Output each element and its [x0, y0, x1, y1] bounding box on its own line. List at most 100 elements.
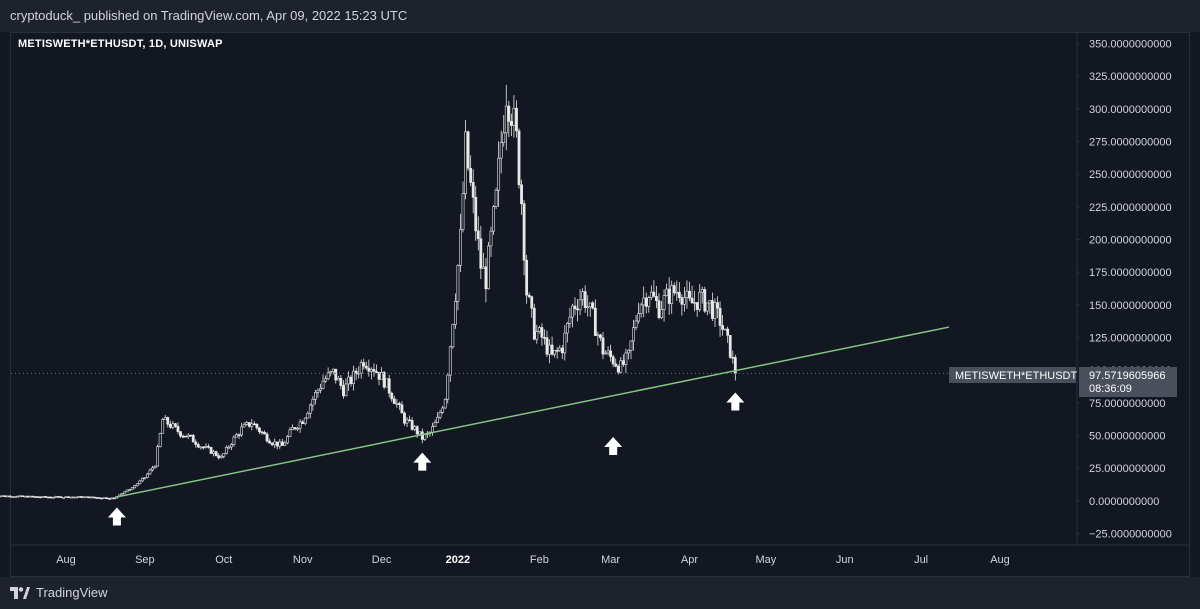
candle-body: [548, 344, 551, 355]
x-tick-label: Feb: [530, 554, 549, 566]
y-tick-label: 25.0000000000: [1089, 463, 1165, 475]
candle-body: [291, 427, 294, 431]
candle-body: [413, 426, 417, 430]
candle-body: [499, 142, 503, 159]
x-tick-label: Jul: [914, 554, 928, 566]
candle-body: [288, 429, 292, 437]
candle-body: [128, 489, 132, 491]
top-bar: [0, 0, 1200, 32]
candle-body: [469, 167, 473, 183]
candle-body: [527, 294, 531, 297]
candle-body: [82, 496, 86, 499]
candle-body: [171, 423, 175, 428]
candle-body: [273, 441, 277, 446]
candle-body: [395, 403, 399, 405]
candle-body: [16, 495, 20, 498]
candle-body: [278, 441, 282, 447]
candle-body: [95, 497, 98, 499]
candle-body: [331, 368, 335, 372]
candle-body: [314, 392, 317, 400]
tradingview-brand[interactable]: TradingView: [10, 585, 108, 600]
candle-body: [270, 442, 274, 446]
candle-body: [700, 289, 704, 293]
candle-body: [158, 433, 162, 447]
candle-body: [110, 497, 114, 500]
candle-body: [652, 291, 656, 297]
candle-body: [286, 436, 289, 444]
candle-body: [235, 434, 238, 438]
candle-body: [232, 436, 236, 445]
candle-body: [359, 362, 363, 374]
candle-body: [660, 309, 663, 318]
candle-body: [629, 340, 633, 351]
candle-body: [69, 496, 73, 499]
candle-body: [59, 496, 63, 498]
candle-body: [400, 404, 404, 414]
tradingview-logo-icon: [10, 586, 30, 599]
candle-body: [306, 413, 310, 419]
y-tick-label: 225.0000000000: [1089, 202, 1172, 214]
candle-body: [56, 496, 60, 498]
candle-body: [677, 291, 681, 298]
candle-body: [179, 431, 182, 437]
candle-body: [8, 495, 12, 498]
candle-body: [321, 380, 325, 389]
candle-body: [204, 446, 208, 448]
candle-body: [344, 383, 348, 397]
candle-body: [464, 131, 467, 195]
candle-body: [667, 288, 671, 304]
candle-body: [497, 157, 501, 191]
candle-body: [695, 302, 699, 310]
candle-body: [642, 297, 646, 306]
candle-body: [72, 496, 76, 499]
candle-body: [708, 300, 712, 304]
candle-body: [100, 497, 104, 500]
candle-body: [530, 296, 534, 309]
y-tick-label: 350.0000000000: [1089, 38, 1172, 50]
candle-body: [184, 435, 188, 438]
candle-body: [591, 302, 595, 309]
price-tag-countdown: 08:36:09: [1089, 383, 1132, 395]
candle-body: [433, 422, 437, 427]
candle-body: [196, 444, 200, 448]
candle-body: [255, 423, 259, 429]
y-tick-label: 125.0000000000: [1089, 333, 1172, 345]
candle-body: [258, 427, 261, 433]
candle-body: [352, 370, 355, 384]
candle-body: [509, 121, 513, 126]
candle-body: [448, 346, 452, 376]
candle-body: [418, 431, 422, 435]
candle-body: [588, 302, 592, 308]
candle-body: [176, 426, 180, 432]
candle-body: [576, 308, 579, 311]
candle-body: [609, 350, 613, 358]
candle-body: [90, 496, 93, 499]
candle-body: [586, 306, 590, 309]
candle-body: [476, 230, 480, 240]
candle-body: [711, 300, 714, 319]
candle-body: [339, 377, 343, 386]
candle-body: [354, 370, 358, 375]
candle-body: [459, 229, 462, 266]
chart-panel[interactable]: [10, 32, 1190, 577]
candle-body: [423, 434, 427, 440]
candle-body: [84, 496, 88, 499]
y-tick-label: 75.0000000000: [1089, 398, 1165, 410]
arrow-shape: [413, 452, 432, 471]
candle-body: [319, 388, 322, 391]
candle-body: [420, 431, 424, 440]
candle-body: [102, 497, 106, 500]
candle-body: [364, 365, 368, 369]
candle-body: [336, 377, 340, 381]
candle-body: [41, 496, 45, 498]
candle-body: [568, 316, 572, 324]
candle-body: [698, 291, 702, 310]
candle-body: [385, 378, 389, 388]
candle-body: [639, 304, 643, 314]
candle-body: [436, 416, 439, 423]
candle-body: [0, 495, 4, 498]
candle-body: [525, 259, 529, 296]
candle-body: [301, 421, 305, 424]
candle-body: [67, 496, 70, 498]
